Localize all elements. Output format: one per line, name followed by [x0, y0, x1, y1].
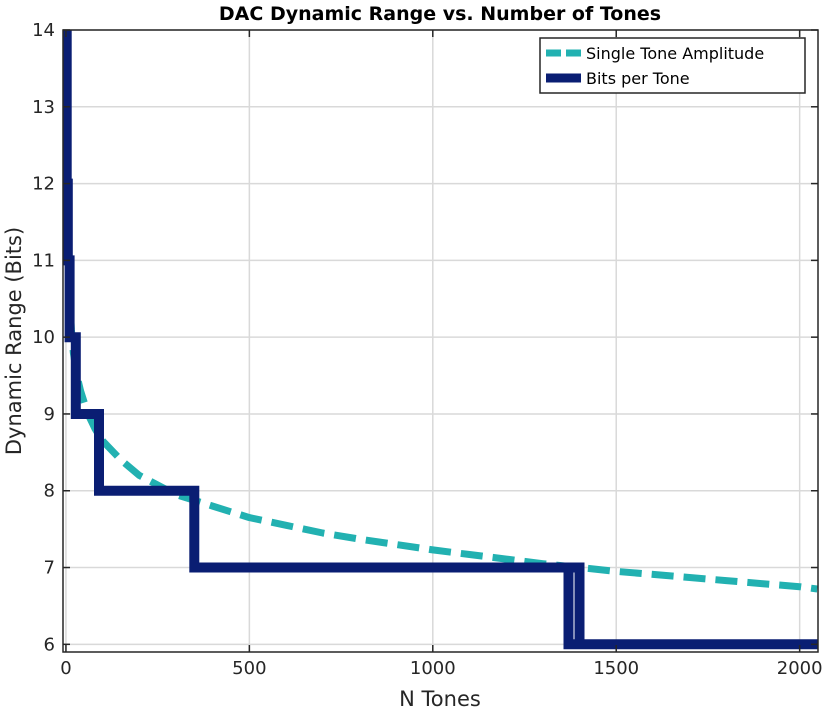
y-tick-label: 8 [44, 481, 55, 502]
x-tick-label: 0 [60, 658, 71, 679]
x-tick-label: 2000 [777, 658, 823, 679]
legend-box [539, 37, 806, 94]
x-tick-label: 1500 [593, 658, 639, 679]
plot-background [63, 30, 818, 652]
y-axis-label: Dynamic Range (Bits) [2, 227, 26, 455]
legend: Single Tone Amplitude Bits per Tone [539, 37, 806, 94]
x-tick-label: 1000 [410, 658, 456, 679]
y-tick-label: 10 [32, 327, 55, 348]
y-tick-label: 12 [32, 174, 55, 195]
x-axis-label: N Tones [399, 687, 481, 711]
y-tick-label: 11 [32, 250, 55, 271]
y-tick-label: 7 [44, 558, 55, 579]
y-tick-label: 14 [32, 20, 55, 41]
y-tick-label: 6 [44, 634, 55, 655]
y-tick-label: 9 [44, 404, 55, 425]
legend-label-single-tone-amplitude: Single Tone Amplitude [586, 44, 764, 63]
series-line-bits-per-tone [63, 30, 818, 650]
y-tick-label: 13 [32, 97, 55, 118]
legend-label-bits-per-tone: Bits per Tone [586, 69, 690, 88]
x-axis-ticks: 0 500 1000 1500 2000 [60, 30, 823, 679]
chart-title: DAC Dynamic Range vs. Number of Tones [219, 3, 661, 25]
plot-frame [62, 29, 819, 653]
y-axis-ticks: 6 7 8 9 10 11 12 13 14 [32, 20, 818, 655]
x-tick-label: 500 [232, 658, 266, 679]
